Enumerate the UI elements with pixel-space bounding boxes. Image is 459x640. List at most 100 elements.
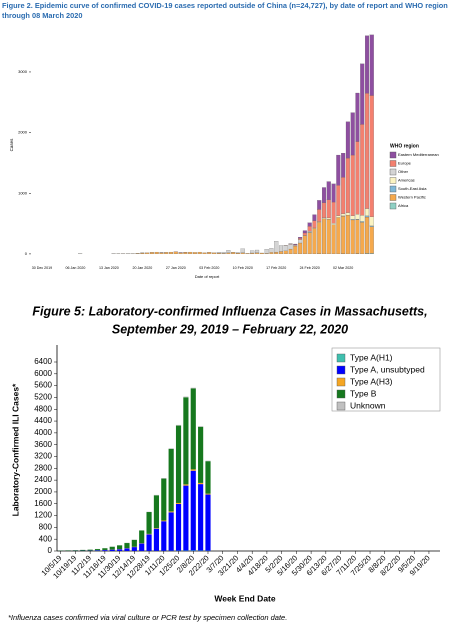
bar-segment [124, 548, 130, 551]
bar-segment [216, 252, 221, 255]
bar-segment [355, 214, 360, 220]
x-tick-label: 30 Dec 2019 [32, 266, 52, 270]
bar-segment [350, 219, 355, 255]
bar-segment [190, 470, 196, 551]
bar-segment [154, 251, 159, 255]
x-tick-label: 02 Mar 2020 [333, 266, 353, 270]
bar-segment [312, 214, 317, 221]
bar-segment [326, 219, 331, 255]
bar-segment [341, 177, 346, 214]
bar-segment [231, 252, 236, 255]
bar-segment [183, 396, 189, 398]
legend-title: WHO region [390, 143, 419, 149]
bar-segment [365, 35, 370, 94]
legend-swatch [336, 365, 346, 375]
bar-segment [321, 187, 327, 203]
bar-segment [190, 469, 196, 471]
legend-swatch [389, 177, 397, 184]
legend-label: Africa [398, 203, 409, 208]
bar-segment [202, 252, 207, 255]
bar-segment [175, 425, 182, 503]
bar-segment [161, 521, 167, 551]
bar-segment [94, 550, 101, 551]
legend-swatch [389, 202, 397, 210]
legend-swatch [389, 160, 397, 167]
bar-segment [168, 448, 174, 512]
bar-segment [278, 251, 284, 255]
y-tick-label: 800 [39, 522, 53, 531]
bar-segment [190, 387, 196, 389]
legend-label: Type A(H3) [350, 376, 393, 386]
bar-segment [312, 228, 317, 255]
bar-segment [317, 200, 322, 210]
y-tick-label: 1000 [18, 190, 28, 195]
bar-segment [159, 252, 164, 255]
legend-swatch [336, 401, 346, 411]
bar-segment [259, 252, 264, 255]
bar-segment [288, 244, 293, 250]
bar-segment [161, 478, 167, 479]
bar-segment [87, 549, 93, 551]
bar-segment [153, 495, 160, 529]
legend-swatch [389, 151, 397, 159]
legend-label: Type A(H1) [350, 352, 393, 362]
bar-segment [326, 217, 331, 220]
legend-label: Europe [398, 161, 412, 166]
x-axis-title: Week End Date [214, 593, 276, 603]
bar-segment [307, 232, 312, 255]
x-tick-label: 27 Jan 2020 [166, 266, 186, 270]
bar-segment [369, 226, 374, 254]
bar-segment [336, 185, 341, 216]
bar-segment [175, 503, 182, 551]
bar-segment [205, 460, 211, 462]
bar-segment [350, 154, 355, 216]
bar-segment [205, 493, 211, 495]
bar-segment [336, 217, 341, 255]
bar-segment [269, 252, 274, 255]
bar-segment [192, 252, 197, 255]
bar-segment [341, 213, 346, 216]
chart-subtitle: September 29, 2019 – February 22, 2020 [112, 322, 348, 336]
bar-segment [250, 250, 255, 254]
bar-segment [369, 225, 374, 227]
bar-segment [161, 478, 167, 521]
bar-segment [369, 95, 374, 217]
y-tick-label: 5200 [34, 393, 52, 402]
bar-segment [336, 154, 341, 186]
y-axis-title: Cases [9, 138, 14, 152]
bar-segment [365, 216, 370, 254]
bar-segment [317, 221, 322, 223]
bar-segment [293, 245, 298, 255]
figure-caption: Figure 2. Epidemic curve of confirmed CO… [2, 1, 448, 20]
bar-segment [302, 232, 307, 236]
x-axis-title: Date of report [195, 274, 220, 279]
bar-segment [255, 252, 260, 255]
bar-segment [109, 549, 115, 551]
bar-segment [198, 426, 204, 427]
bar-segment [161, 520, 167, 522]
legend-swatch [389, 185, 397, 193]
legend-label: Type A, unsubtyped [350, 364, 425, 374]
bar-segment [109, 546, 115, 550]
bar-segment [312, 220, 317, 229]
y-tick-label: 4000 [34, 428, 52, 437]
legend-box [331, 347, 441, 412]
x-tick-label: 20 Jan 2020 [132, 266, 152, 270]
legend-label: Other [398, 169, 409, 174]
bar-segment [245, 253, 250, 255]
bar-segment [139, 530, 145, 544]
bar-segment [283, 250, 288, 255]
y-tick-label: 2000 [34, 487, 52, 496]
bar-segment [331, 224, 336, 255]
bar-segment [317, 222, 322, 254]
bar-segment [149, 252, 154, 255]
bar-segment [341, 153, 346, 178]
bar-segment [102, 550, 108, 551]
bar-segment [298, 242, 303, 255]
bar-segment [255, 249, 260, 253]
legend-swatch [336, 389, 346, 399]
bar-segment [80, 549, 86, 551]
bar-segment [365, 93, 370, 209]
y-tick-label: 0 [48, 546, 53, 555]
bar-segment [140, 252, 145, 255]
